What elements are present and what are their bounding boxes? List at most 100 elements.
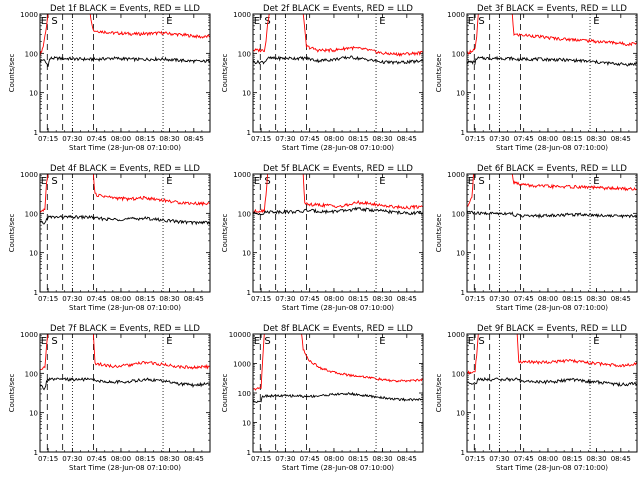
series-line-lld xyxy=(466,333,638,375)
x-tick-label: 07:45 xyxy=(300,295,320,303)
x-axis-label: Start Time (28-Jun-08 07:10:00) xyxy=(496,464,608,472)
x-tick-label: 07:45 xyxy=(87,455,107,463)
y-tick-label: 1 xyxy=(247,129,251,137)
x-axis-label: Start Time (28-Jun-08 07:10:00) xyxy=(282,464,394,472)
x-tick-label: 08:00 xyxy=(324,455,344,463)
y-tick-label: 100 xyxy=(238,210,251,218)
x-tick-label: 07:30 xyxy=(62,455,82,463)
x-tick-label: 08:45 xyxy=(184,455,204,463)
marker-s: S xyxy=(264,336,270,347)
x-tick-label: 08:45 xyxy=(184,295,204,303)
series-line-events xyxy=(467,55,638,67)
x-tick-label: 08:15 xyxy=(348,135,368,143)
marker-e-start: E xyxy=(468,176,474,187)
marker-e-end: E xyxy=(379,176,385,187)
y-axis-label: Counts/sec xyxy=(221,54,229,93)
y-tick-label: 1000 xyxy=(20,11,38,19)
marker-s: S xyxy=(51,336,57,347)
x-tick-label: 08:45 xyxy=(611,455,631,463)
plot-title: Det 7f BLACK = Events, RED = LLD xyxy=(50,324,200,334)
y-tick-label: 10 xyxy=(456,250,465,258)
x-axis-label: Start Time (28-Jun-08 07:10:00) xyxy=(282,304,394,312)
series-line-events xyxy=(252,206,424,216)
y-tick-label: 100 xyxy=(25,210,38,218)
y-axis-label: Counts/sec xyxy=(8,54,16,93)
x-tick-label: 08:45 xyxy=(611,135,631,143)
y-tick-label: 1000 xyxy=(447,171,465,179)
plot-frame xyxy=(252,333,424,453)
x-tick-label: 08:15 xyxy=(562,135,582,143)
x-tick-label: 07:15 xyxy=(251,135,271,143)
marker-e-start: E xyxy=(254,16,260,27)
x-tick-label: 08:45 xyxy=(397,455,417,463)
series-line-lld xyxy=(252,13,424,57)
marker-s: S xyxy=(51,16,57,27)
marker-s: S xyxy=(51,176,57,187)
y-tick-label: 100 xyxy=(25,50,38,58)
detector-plot-8: Det 8f BLACK = Events, RED = LLD 1 10 100 10… xyxy=(221,324,424,472)
y-tick-label: 1000 xyxy=(20,171,38,179)
y-axis-label: Counts/sec xyxy=(221,374,229,413)
y-tick-label: 1000 xyxy=(20,331,38,339)
x-tick-label: 08:45 xyxy=(397,135,417,143)
plot-title: Det 4f BLACK = Events, RED = LLD xyxy=(50,164,200,174)
x-tick-label: 07:30 xyxy=(62,295,82,303)
x-tick-label: 08:30 xyxy=(372,455,392,463)
marker-e-start: E xyxy=(41,176,47,187)
plot-frame xyxy=(39,333,211,453)
series-line-events xyxy=(466,376,638,387)
plot-frame xyxy=(466,333,638,453)
marker-s: S xyxy=(478,336,484,347)
y-axis-label: Counts/sec xyxy=(8,214,16,253)
y-tick-label: 1000 xyxy=(233,171,251,179)
plot-frame xyxy=(39,13,211,133)
y-tick-label: 1 xyxy=(34,129,38,137)
x-tick-label: 07:15 xyxy=(38,135,58,143)
plot-frame xyxy=(39,173,211,293)
series-line-events xyxy=(39,55,211,67)
x-tick-label: 08:45 xyxy=(611,295,631,303)
y-axis-label: Counts/sec xyxy=(221,214,229,253)
series-line-events xyxy=(39,376,211,391)
detector-plot-4: Det 4f BLACK = Events, RED = LLD 1 10 100 10… xyxy=(8,164,211,312)
series-line-events xyxy=(466,210,638,219)
x-axis-label: Start Time (28-Jun-08 07:10:00) xyxy=(69,304,181,312)
x-tick-label: 07:30 xyxy=(275,295,295,303)
x-tick-label: 07:15 xyxy=(251,455,271,463)
x-tick-label: 08:30 xyxy=(159,135,179,143)
x-tick-label: 08:45 xyxy=(397,295,417,303)
y-tick-label: 1000 xyxy=(233,11,251,19)
y-tick-label: 1 xyxy=(34,449,38,457)
y-tick-label: 1000 xyxy=(447,331,465,339)
marker-e-start: E xyxy=(468,336,474,347)
x-tick-label: 07:45 xyxy=(87,135,107,143)
x-tick-label: 08:30 xyxy=(372,295,392,303)
y-tick-label: 10 xyxy=(456,410,465,418)
marker-e-start: E xyxy=(254,176,260,187)
x-tick-label: 07:30 xyxy=(489,295,509,303)
marker-e-start: E xyxy=(254,336,260,347)
y-tick-label: 100 xyxy=(25,370,38,378)
x-tick-label: 08:15 xyxy=(348,295,368,303)
y-tick-label: 100 xyxy=(452,50,465,58)
plot-frame xyxy=(252,13,424,133)
plot-title: Det 1f BLACK = Events, RED = LLD xyxy=(50,4,200,14)
y-tick-label: 10 xyxy=(242,250,251,258)
plot-frame xyxy=(466,173,638,293)
series-line-lld xyxy=(39,333,211,371)
marker-e-end: E xyxy=(593,176,599,187)
y-tick-label: 1 xyxy=(34,289,38,297)
marker-e-end: E xyxy=(166,16,172,27)
x-tick-label: 08:30 xyxy=(586,135,606,143)
x-tick-label: 08:30 xyxy=(372,135,392,143)
marker-e-end: E xyxy=(593,336,599,347)
marker-s: S xyxy=(478,16,484,27)
series-line-lld xyxy=(39,13,211,57)
plot-title: Det 2f BLACK = Events, RED = LLD xyxy=(263,4,413,14)
y-tick-label: 1 xyxy=(461,129,465,137)
plot-frame xyxy=(252,173,424,293)
marker-s: S xyxy=(478,176,484,187)
x-tick-label: 08:15 xyxy=(562,455,582,463)
y-tick-label: 100 xyxy=(452,210,465,218)
